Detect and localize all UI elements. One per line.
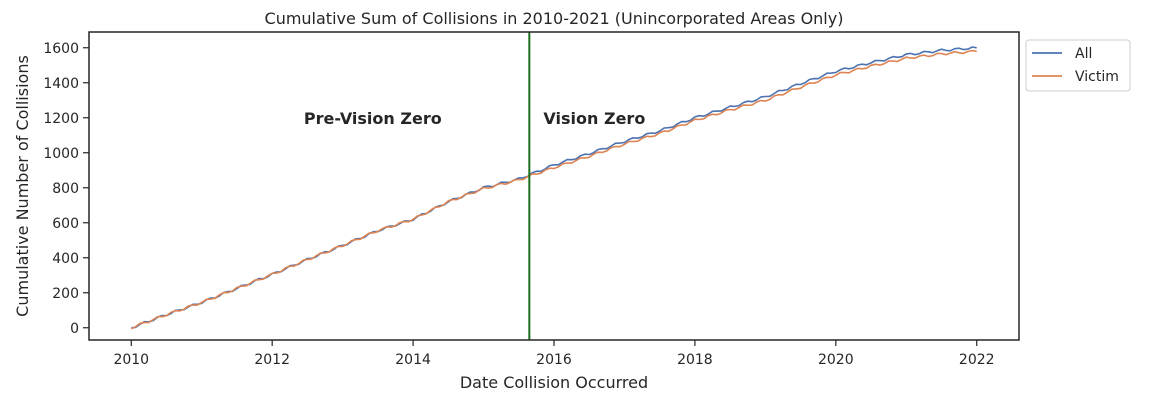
y-tick-label: 600 bbox=[52, 216, 79, 232]
x-tick-label: 2014 bbox=[395, 352, 431, 368]
legend-label-all: All bbox=[1075, 46, 1092, 62]
plot-area bbox=[130, 32, 977, 340]
x-tick-label: 2010 bbox=[113, 352, 149, 368]
x-axis-label: Date Collision Occurred bbox=[460, 373, 648, 392]
x-tick-label: 2020 bbox=[818, 352, 854, 368]
x-axis: 2010 2012 2014 2016 2018 2020 2022 bbox=[113, 340, 995, 368]
y-tick-label: 400 bbox=[52, 251, 79, 267]
legend-label-victim: Victim bbox=[1075, 69, 1119, 85]
annotations: Pre-Vision Zero Vision Zero bbox=[304, 109, 645, 128]
annotation-pre-vision-zero: Pre-Vision Zero bbox=[304, 109, 442, 128]
y-axis: 0 200 400 600 800 1000 1200 1400 1600 bbox=[43, 41, 89, 337]
y-tick-label: 200 bbox=[52, 286, 79, 302]
y-tick-label: 1400 bbox=[43, 76, 79, 92]
y-axis-label: Cumulative Number of Collisions bbox=[13, 55, 32, 317]
y-tick-label: 800 bbox=[52, 181, 79, 197]
chart-title: Cumulative Sum of Collisions in 2010-202… bbox=[265, 9, 844, 28]
annotation-vision-zero: Vision Zero bbox=[543, 109, 645, 128]
x-tick-label: 2018 bbox=[677, 352, 713, 368]
legend: All Victim bbox=[1025, 39, 1131, 92]
y-tick-label: 0 bbox=[70, 321, 79, 337]
y-tick-label: 1200 bbox=[43, 111, 79, 127]
x-tick-label: 2012 bbox=[254, 352, 290, 368]
y-tick-label: 1000 bbox=[43, 146, 79, 162]
y-tick-label: 1600 bbox=[43, 41, 79, 57]
x-tick-label: 2016 bbox=[536, 352, 572, 368]
x-tick-label: 2022 bbox=[959, 352, 995, 368]
series-line-victim bbox=[130, 49, 977, 330]
